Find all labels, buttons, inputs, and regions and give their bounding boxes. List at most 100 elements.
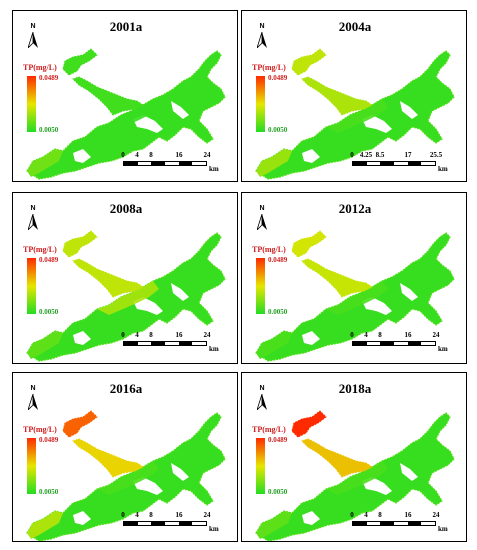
north-arrow-icon [28,214,38,230]
map-panel-2018a: 2018a N TP(mg/L) 0.0489 0.0050 0 4 8 16 24 k… [241,372,467,542]
reservoir-lobe [400,463,418,481]
legend-title: TP(mg/L) [252,425,286,434]
legend-min-value: 0.0050 [268,488,288,496]
panel-title: 2012a [338,201,372,216]
legend-title: TP(mg/L) [23,63,57,72]
reservoir-map [255,410,455,541]
legend-title: TP(mg/L) [23,425,57,434]
legend-max-value: 0.0489 [39,74,59,82]
reservoir-southwest-zone [256,149,292,177]
reservoir-upper-arm [301,438,373,478]
reservoir-center-zone [97,461,159,495]
reservoir-lobe [302,511,320,525]
north-arrow: N [254,23,270,49]
legend-color-bar [256,438,265,494]
scale-tick-label: 8.5 [375,151,385,159]
reservoir-lobe [171,283,189,301]
scale-unit: km [438,345,448,353]
panel-title: 2001a [109,19,143,34]
reservoir-tip-arm [291,230,327,258]
north-arrow: N [25,385,41,411]
legend-color-bar [27,438,36,494]
scale-tick-label: 8 [378,511,382,519]
legend-max-value: 0.0489 [39,436,59,444]
scale-tick-label: 16 [175,511,183,519]
north-arrow-icon [257,214,267,230]
panel-title: 2016a [109,381,143,396]
scale-bar-graphic [123,341,207,346]
tp-legend: TP(mg/L) 0.0489 0.0050 [23,63,83,143]
north-arrow-icon [257,32,267,48]
reservoir-lobe [362,297,392,315]
scale-bar: 0 4 8 16 24 km [121,511,223,535]
scale-unit: km [209,165,219,173]
reservoir-map [26,410,226,541]
scale-unit: km [209,525,219,533]
reservoir-center-zone [326,461,388,495]
reservoir-upper-arm [72,438,144,478]
legend-min-value: 0.0050 [39,308,59,316]
scale-tick-label: 24 [203,511,211,519]
tp-legend: TP(mg/L) 0.0489 0.0050 [252,63,312,143]
scale-tick-label: 16 [175,151,183,159]
reservoir-lobe [400,101,418,119]
reservoir-lobe [133,297,163,315]
scale-tick-label: 4 [135,151,139,159]
scale-bar: 0 4 8 16 24 km [121,151,223,175]
reservoir-lobe [133,477,163,495]
map-panel-2012a: 2012a N TP(mg/L) 0.0489 0.0050 0 4 8 16 24 k… [241,192,467,364]
north-label: N [30,205,36,212]
reservoir-upper-arm [301,258,373,298]
north-label: N [30,23,36,30]
north-arrow: N [25,23,41,49]
legend-max-value: 0.0489 [268,74,288,82]
reservoir-center-zone [326,99,388,133]
legend-title: TP(mg/L) [252,245,286,254]
reservoir-lobe [362,477,392,495]
scale-tick-label: 4 [135,511,139,519]
reservoir-upper-arm [301,76,373,116]
north-label: N [259,205,265,212]
scale-tick-label: 0 [121,151,125,159]
legend-min-value: 0.0050 [268,126,288,134]
reservoir-southwest-zone [256,331,292,359]
scale-bar-graphic [352,341,436,346]
legend-min-value: 0.0050 [39,126,59,134]
reservoir-lobe [133,115,163,133]
scale-unit: km [438,525,448,533]
scale-tick-label: 4.25 [359,151,373,159]
reservoir-center-zone [326,281,388,315]
scale-tick-label: 0 [121,331,125,339]
reservoir-tip-arm [62,230,98,258]
north-label: N [30,385,36,392]
reservoir-tip-arm [291,48,327,76]
scale-tick-label: 0 [350,331,354,339]
scale-tick-label: 24 [203,151,211,159]
reservoir-center-zone [97,281,159,315]
scale-tick-label: 4 [364,511,368,519]
north-arrow: N [25,205,41,231]
tp-legend: TP(mg/L) 0.0489 0.0050 [23,245,83,325]
reservoir-center-zone [97,99,159,133]
scale-tick-label: 16 [175,331,183,339]
legend-color-bar [256,258,265,314]
scale-bar-graphic [352,521,436,526]
scale-tick-label: 16 [404,331,412,339]
scale-tick-label: 24 [432,511,440,519]
scale-tick-label: 0 [350,151,354,159]
reservoir-lobe [302,331,320,345]
scale-tick-label: 8 [149,511,153,519]
reservoir-upper-arm [72,76,144,116]
north-arrow: N [254,205,270,231]
map-panel-2001a: 2001a N TP(mg/L) 0.0489 0.0050 0 4 8 16 24 k… [12,10,238,182]
tp-legend: TP(mg/L) 0.0489 0.0050 [252,245,312,325]
reservoir-map [26,48,226,180]
scale-tick-label: 25.5 [429,151,443,159]
legend-max-value: 0.0489 [268,436,288,444]
reservoir-map [255,230,455,362]
legend-min-value: 0.0050 [39,488,59,496]
scale-tick-label: 17 [404,151,412,159]
reservoir-lobe [171,101,189,119]
scale-bar: 0 4 8 16 24 km [350,331,452,355]
scale-tick-label: 24 [432,331,440,339]
